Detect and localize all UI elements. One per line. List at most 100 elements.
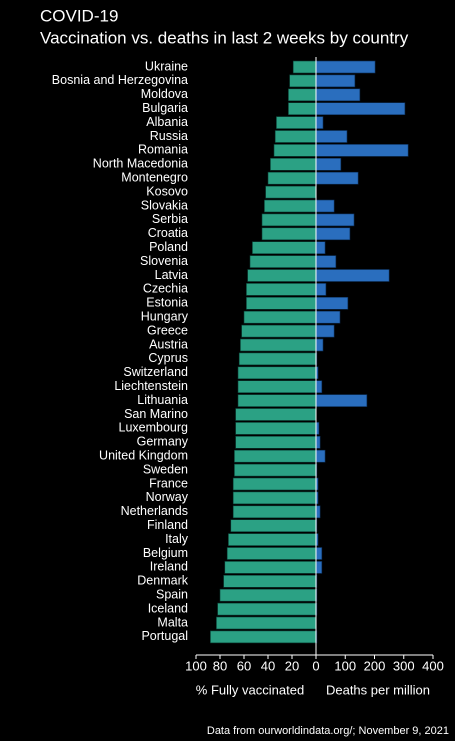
deaths-bar: [315, 116, 324, 129]
category-label: Bosnia and Herzegovina: [52, 73, 188, 87]
deaths-bar: [315, 283, 327, 296]
category-label: France: [149, 476, 188, 490]
vaccinated-bar: [247, 269, 317, 282]
category-label: Czechia: [143, 282, 188, 296]
category-label: Spain: [156, 587, 188, 601]
category-label: Cyprus: [148, 351, 188, 365]
category-label: Malta: [157, 615, 188, 629]
deaths-bar: [315, 227, 351, 241]
vaccinated-bar: [252, 241, 317, 254]
deaths-bar: [315, 310, 341, 324]
vaccinated-bar: [289, 74, 317, 88]
vaccinated-bar: [217, 602, 317, 616]
category-label: Hungary: [141, 309, 189, 323]
deaths-bar: [315, 269, 390, 282]
vaccinated-bar: [240, 338, 317, 352]
category-label: Bulgaria: [142, 101, 188, 115]
chart-title: COVID-19: [40, 6, 118, 25]
category-label: Netherlands: [121, 504, 188, 518]
deaths-bar: [315, 547, 323, 560]
category-label: United Kingdom: [99, 448, 188, 462]
vaccinated-bar: [237, 366, 317, 380]
category-label: Austria: [149, 337, 188, 351]
vaccinated-bar: [235, 422, 317, 435]
category-label: Portugal: [141, 629, 188, 643]
deaths-bar: [315, 199, 335, 213]
deaths-bar: [315, 449, 326, 463]
vaccinated-bar: [288, 88, 317, 102]
source-note: Data from ourworldindata.org/; November …: [207, 725, 449, 737]
category-label: North Macedonia: [93, 157, 188, 171]
category-label: Ukraine: [145, 59, 188, 73]
deaths-bar: [315, 144, 409, 157]
x2-tick-label: 300: [393, 658, 415, 673]
deaths-bar: [315, 505, 321, 519]
deaths-bar: [315, 88, 361, 102]
vaccinated-bar: [243, 310, 317, 324]
category-label: Ireland: [150, 560, 188, 574]
deaths-bar: [315, 241, 326, 254]
deaths-bar: [315, 394, 368, 407]
vaccinated-bar: [228, 533, 317, 546]
category-label: Sweden: [143, 462, 188, 476]
vaccinated-bar: [241, 324, 317, 338]
category-label: Luxembourg: [119, 421, 189, 435]
category-label: Germany: [137, 435, 189, 449]
category-label: San Marino: [124, 407, 188, 421]
vaccinated-bar: [223, 574, 317, 588]
vaccinated-bar: [234, 449, 317, 463]
left-axis-label: % Fully vaccinated: [196, 682, 304, 697]
category-label: Montenegro: [121, 170, 188, 184]
vaccinated-bar: [232, 505, 317, 519]
vaccinated-bar: [273, 144, 317, 157]
vaccinated-bar: [276, 116, 317, 129]
category-label: Switzerland: [123, 365, 188, 379]
right-axis-label: Deaths per million: [326, 682, 430, 697]
category-label: Denmark: [137, 574, 188, 588]
category-label: Albania: [146, 115, 188, 129]
vaccinated-bar: [224, 561, 317, 574]
vaccinated-bar: [232, 491, 317, 505]
category-label: Slovakia: [141, 198, 188, 212]
category-label: Moldova: [141, 87, 188, 101]
vaccinated-bar: [261, 213, 317, 227]
category-label: Belgium: [143, 546, 188, 560]
vaccinated-bar: [288, 102, 317, 115]
category-label: Liechtenstein: [114, 379, 188, 393]
vaccinated-bar: [246, 283, 317, 296]
category-label: Italy: [165, 532, 189, 546]
x-tick-label: 80: [213, 658, 227, 673]
vaccinated-bar: [235, 435, 317, 449]
category-label: Greece: [147, 323, 188, 337]
category-label: Slovenia: [140, 254, 188, 268]
x2-tick-label: 200: [364, 658, 386, 673]
deaths-bar: [315, 60, 376, 74]
vaccinated-bar: [261, 227, 317, 241]
vaccinated-bar: [267, 171, 317, 185]
vaccinated-bar: [246, 296, 317, 310]
category-label: Serbia: [152, 212, 188, 226]
deaths-bar: [315, 296, 349, 310]
deaths-bar: [315, 213, 355, 227]
vaccinated-bar: [270, 158, 317, 171]
vaccinated-bar: [237, 394, 317, 407]
vaccinated-bar: [235, 408, 317, 421]
deaths-bar: [315, 324, 335, 338]
x-tick-label: 20: [285, 658, 299, 673]
category-label: Romania: [138, 143, 188, 157]
category-label: Kosovo: [146, 184, 188, 198]
vaccinated-bar: [265, 185, 317, 199]
vaccinated-bar: [226, 547, 317, 560]
category-label: Iceland: [148, 601, 188, 615]
deaths-bar: [315, 130, 348, 143]
x2-tick-label: 400: [422, 658, 444, 673]
x-tick-label: 60: [237, 658, 251, 673]
vaccinated-bar: [210, 630, 317, 644]
category-label: Croatia: [148, 226, 188, 240]
category-label: Latvia: [155, 268, 188, 282]
deaths-bar: [315, 74, 356, 88]
deaths-bar: [315, 171, 359, 185]
vaccinated-bar: [216, 616, 317, 630]
category-label: Russia: [150, 129, 188, 143]
